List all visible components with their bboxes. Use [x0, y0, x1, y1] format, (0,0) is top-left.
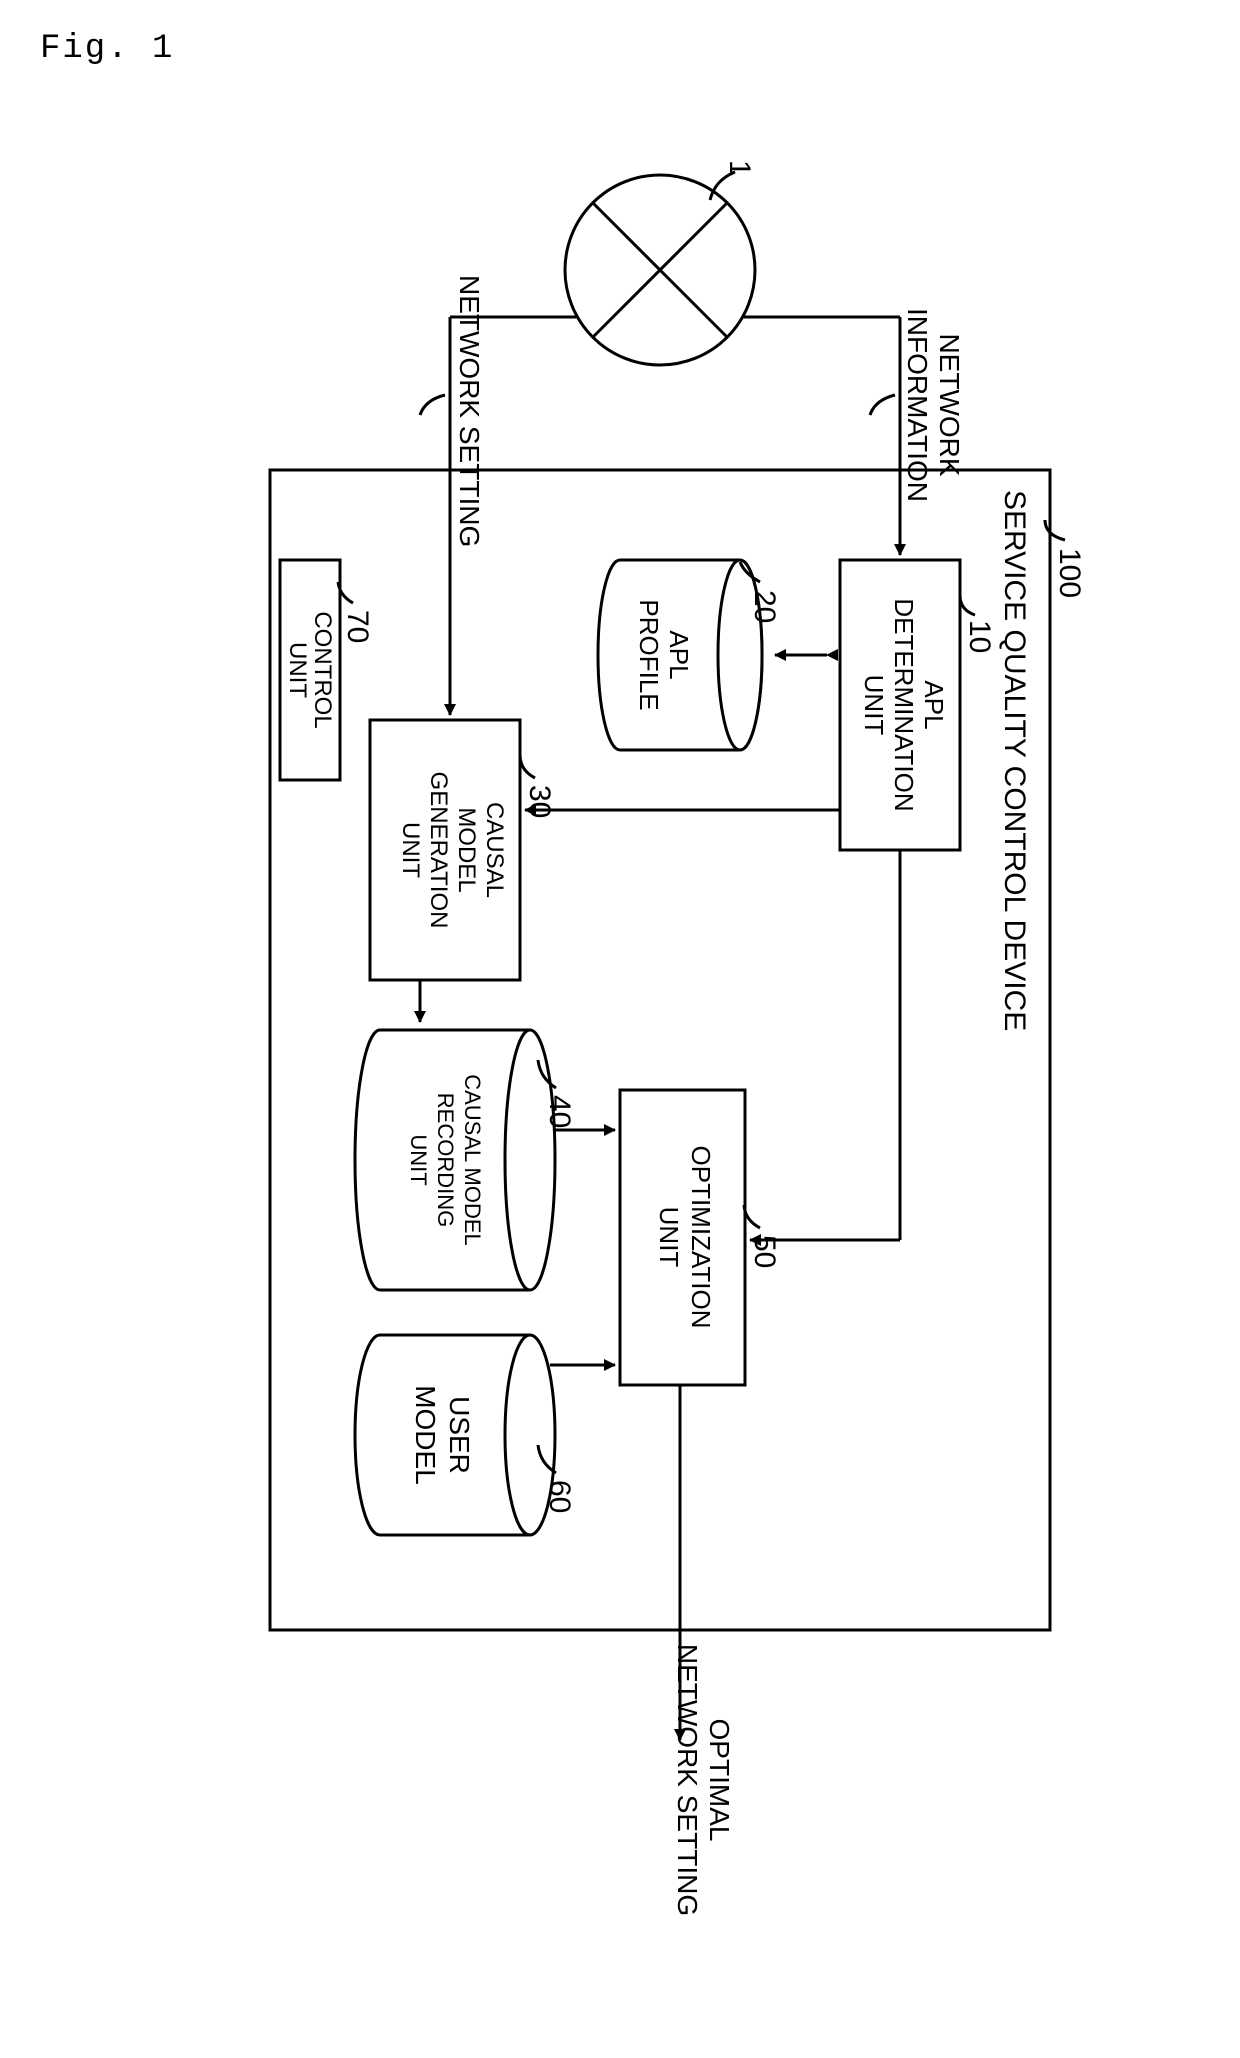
svg-text:MODEL: MODEL	[453, 807, 480, 892]
output-l2: NETWORK SETTING	[672, 1644, 703, 1916]
svg-text:UNIT: UNIT	[654, 1207, 684, 1268]
svg-text:UNIT: UNIT	[397, 822, 424, 878]
output-l1: OPTIMAL	[704, 1719, 735, 1842]
svg-text:GENERATION: GENERATION	[425, 772, 452, 929]
svg-text:CONTROL: CONTROL	[309, 611, 336, 728]
apl-det-l1: APL	[919, 680, 949, 729]
svg-text:USER: USER	[444, 1396, 475, 1474]
device-title: SERVICE QUALITY CONTROL DEVICE	[998, 490, 1031, 1031]
user-model-ref: 60	[543, 1480, 576, 1513]
causal-gen-ref: 30	[523, 785, 556, 818]
label-net-info-1: NETWORK	[934, 333, 965, 476]
network-symbol	[565, 175, 755, 365]
apl-profile-l2: PROFILE	[634, 599, 664, 710]
svg-text:UNIT: UNIT	[284, 642, 311, 698]
apl-det-ref: 10	[963, 620, 996, 653]
svg-text:CAUSAL MODEL: CAUSAL MODEL	[460, 1074, 485, 1246]
device-ref: 100	[1053, 548, 1086, 598]
causal-rec-ref: 40	[543, 1095, 576, 1128]
svg-text:UNIT: UNIT	[406, 1134, 431, 1185]
apl-profile-ref: 20	[748, 590, 781, 623]
apl-profile-l1: APL	[664, 630, 694, 679]
svg-text:RECORDING: RECORDING	[433, 1093, 458, 1227]
opt-ref: 50	[748, 1235, 781, 1268]
label-net-info-2: INFORMATION	[902, 308, 933, 502]
svg-text:MODEL: MODEL	[410, 1385, 441, 1485]
apl-det-l3: UNIT	[859, 675, 889, 736]
label-net-setting: NETWORK SETTING	[454, 275, 485, 547]
apl-det-l2: DETERMINATION	[889, 598, 919, 811]
control-ref: 70	[341, 610, 374, 643]
svg-text:OPTIMIZATION: OPTIMIZATION	[686, 1146, 716, 1329]
svg-text:CAUSAL: CAUSAL	[481, 802, 508, 898]
